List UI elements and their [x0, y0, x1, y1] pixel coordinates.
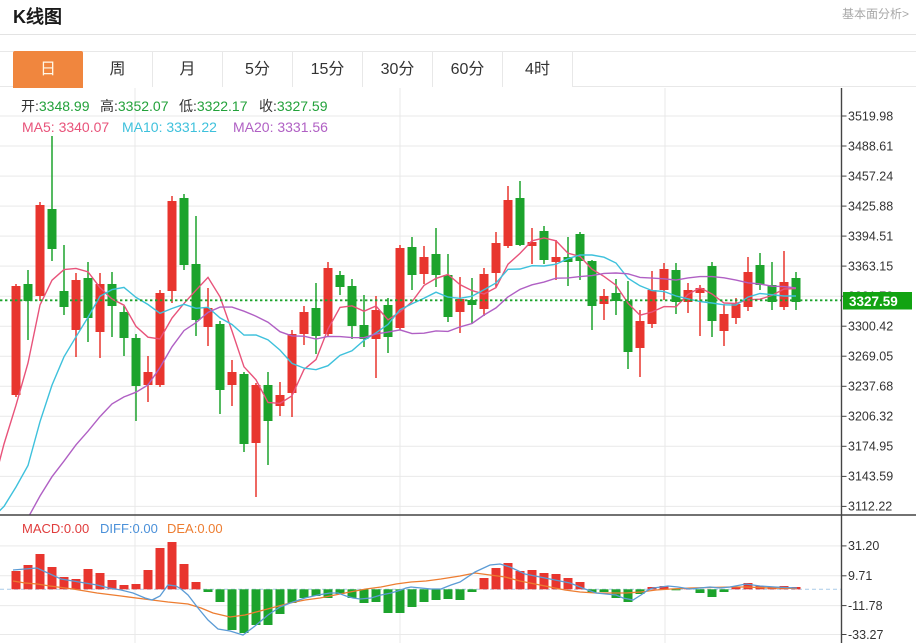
- svg-text:3174.95: 3174.95: [848, 440, 893, 454]
- svg-text:3112.22: 3112.22: [848, 500, 892, 514]
- svg-text:3519.98: 3519.98: [848, 109, 893, 123]
- svg-text:3457.24: 3457.24: [848, 169, 893, 183]
- svg-text:3488.61: 3488.61: [848, 139, 893, 153]
- svg-text:3300.42: 3300.42: [848, 320, 893, 334]
- svg-text:3327.59: 3327.59: [849, 294, 898, 309]
- svg-text:31.20: 31.20: [848, 539, 879, 553]
- svg-text:3425.88: 3425.88: [848, 199, 893, 213]
- svg-text:3143.59: 3143.59: [848, 470, 893, 484]
- svg-text:-33.27: -33.27: [848, 628, 883, 642]
- svg-text:3363.15: 3363.15: [848, 259, 893, 273]
- svg-text:3394.51: 3394.51: [848, 229, 893, 243]
- svg-text:3269.05: 3269.05: [848, 350, 893, 364]
- svg-text:-11.78: -11.78: [848, 599, 883, 613]
- svg-text:3206.32: 3206.32: [848, 410, 893, 424]
- svg-text:3237.68: 3237.68: [848, 380, 893, 394]
- svg-text:9.71: 9.71: [848, 569, 872, 583]
